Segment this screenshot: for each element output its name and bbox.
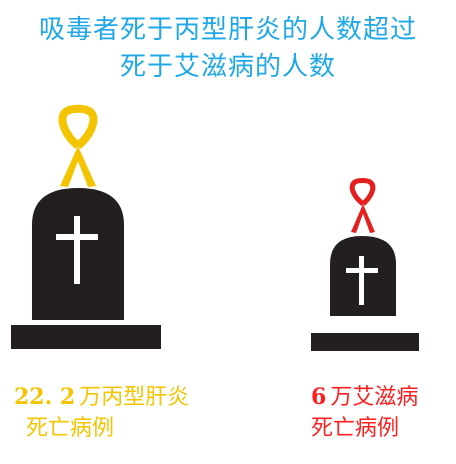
small-cross-icon <box>346 256 378 305</box>
small-tombstone-base <box>311 333 419 351</box>
large-cross-icon <box>56 216 98 284</box>
hiv-caption-line-2: 死亡病例 <box>311 416 400 441</box>
page-title-line-2: 死于艾滋病的人数 <box>119 52 336 82</box>
hiv-number: 6 <box>311 384 327 410</box>
hepatitis-tombstone <box>11 188 161 349</box>
red-awareness-ribbon-icon <box>349 178 376 233</box>
hepatitis-number: 22. 2 <box>14 384 76 410</box>
hiv-label: 万艾滋病 <box>330 385 419 410</box>
large-tombstone-base <box>11 325 161 349</box>
hepatitis-caption-line-1: 22. 2 万丙型肝炎 <box>14 381 189 414</box>
hiv-tombstone <box>311 236 419 351</box>
page-title-line-1: 吸毒者死于丙型肝炎的人数超过 <box>38 15 417 45</box>
hepatitis-caption-line-2: 死亡病例 <box>26 416 115 441</box>
hepatitis-label: 万丙型肝炎 <box>79 385 190 410</box>
yellow-awareness-ribbon-icon <box>58 104 98 187</box>
hiv-caption-line-1: 6 万艾滋病 <box>311 381 418 414</box>
